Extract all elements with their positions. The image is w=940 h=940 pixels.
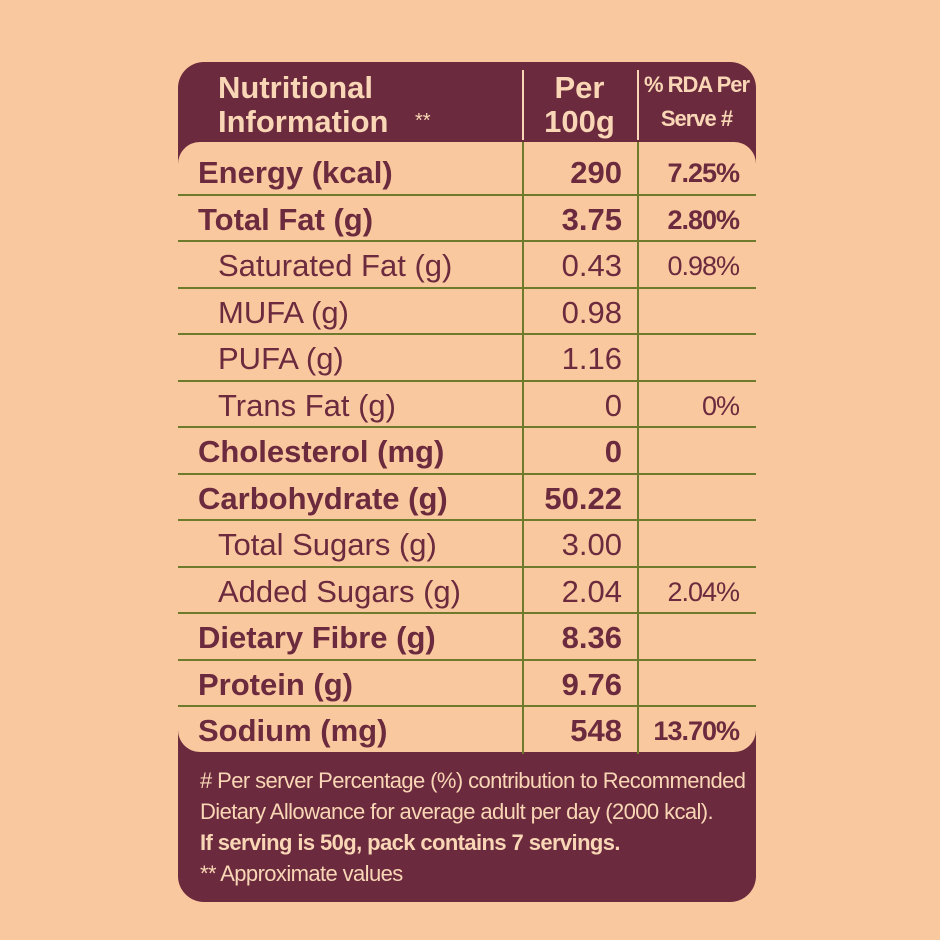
row-per100g: 0 <box>604 434 622 469</box>
header-per100g: Per <box>554 70 605 105</box>
row-divider <box>178 612 756 614</box>
row-divider <box>178 658 756 661</box>
row-divider <box>178 472 756 475</box>
row-rda: 0.98% <box>667 251 740 281</box>
row-label: Trans Fat (g) <box>218 387 396 423</box>
row-divider <box>178 705 756 707</box>
row-divider <box>178 379 756 382</box>
row-rda: 2.80% <box>667 204 740 235</box>
footer-line: Dietary Allowance for average adult per … <box>200 799 714 824</box>
row-label: PUFA (g) <box>218 341 344 376</box>
header-rda: % RDA Per <box>643 72 750 97</box>
row-divider <box>178 565 756 568</box>
header-per100g: 100g <box>544 104 615 139</box>
table-body <box>178 142 756 752</box>
row-per100g: 0.43 <box>561 248 622 283</box>
row-label: Saturated Fat (g) <box>218 248 453 283</box>
row-rda: 2.04% <box>667 576 740 607</box>
row-per100g: 8.36 <box>561 620 622 655</box>
row-label: MUFA (g) <box>218 294 349 330</box>
row-per100g: 1.16 <box>561 341 622 376</box>
column-divider <box>637 142 639 754</box>
column-divider <box>522 142 524 754</box>
row-label: Sodium (mg) <box>198 713 388 748</box>
row-rda: 7.25% <box>667 158 740 188</box>
row-label: Dietary Fibre (g) <box>198 620 436 655</box>
footer-line: If serving is 50g, pack contains 7 servi… <box>200 830 621 855</box>
row-per100g: 3.00 <box>561 527 622 562</box>
row-divider <box>178 240 756 242</box>
row-per100g: 3.75 <box>561 201 622 237</box>
column-divider <box>522 70 524 140</box>
row-label: Carbohydrate (g) <box>198 480 448 516</box>
row-label: Energy (kcal) <box>198 155 393 190</box>
row-label: Added Sugars (g) <box>218 573 461 609</box>
row-divider <box>178 193 756 196</box>
row-label: Protein (g) <box>198 666 353 702</box>
header-title: Nutritional <box>218 70 373 105</box>
footer-line: # Per server Percentage (%) contribution… <box>200 768 746 793</box>
row-per100g: 548 <box>570 713 622 748</box>
row-per100g: 0 <box>604 387 622 423</box>
row-per100g: 290 <box>570 155 622 190</box>
row-rda: 13.70% <box>653 716 740 746</box>
header-marker: ** <box>415 110 431 132</box>
row-per100g: 50.22 <box>544 480 622 516</box>
row-label: Total Fat (g) <box>198 201 374 237</box>
row-rda: 0% <box>701 390 740 421</box>
row-label: Total Sugars (g) <box>218 527 437 562</box>
footer-line: ** Approximate values <box>200 861 403 886</box>
row-divider <box>178 286 756 289</box>
row-divider <box>178 426 756 428</box>
column-divider <box>637 70 639 140</box>
row-per100g: 9.76 <box>561 666 622 702</box>
header-rda: Serve # <box>660 106 733 131</box>
row-label: Cholesterol (mg) <box>198 434 445 469</box>
header-title: Information <box>218 104 389 139</box>
row-divider <box>178 333 756 335</box>
row-per100g: 0.98 <box>561 294 622 330</box>
row-per100g: 2.04 <box>561 573 622 609</box>
row-divider <box>178 519 756 521</box>
